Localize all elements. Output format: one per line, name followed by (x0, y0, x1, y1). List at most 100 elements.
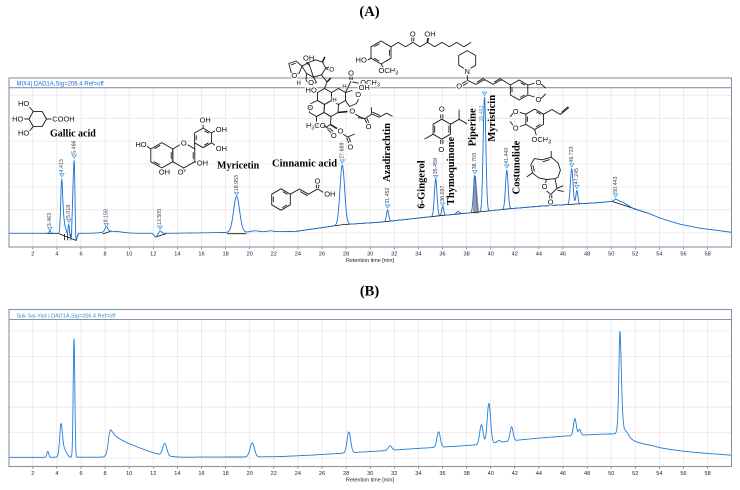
svg-text:OH: OH (159, 168, 170, 177)
svg-text:3.463: 3.463 (47, 213, 53, 226)
svg-text:H3CO: H3CO (306, 121, 326, 132)
svg-text:38: 38 (463, 471, 469, 477)
svg-text:58: 58 (704, 252, 710, 258)
svg-text:H: H (342, 84, 346, 90)
svg-text:O: O (548, 197, 554, 206)
svg-text:58: 58 (704, 471, 710, 477)
svg-text:40: 40 (488, 252, 494, 258)
svg-text:O: O (438, 145, 444, 154)
svg-text:54: 54 (656, 252, 662, 258)
svg-text:50.443: 50.443 (613, 177, 619, 193)
svg-text:O: O (513, 123, 519, 132)
svg-text:12: 12 (150, 471, 156, 477)
svg-text:N: N (464, 67, 469, 76)
svg-text:6: 6 (79, 252, 82, 258)
svg-text:O: O (349, 106, 355, 115)
svg-text:O: O (291, 71, 297, 80)
svg-text:39.493: 39.493 (479, 106, 485, 122)
svg-text:42: 42 (512, 252, 518, 258)
svg-text:47.245: 47.245 (574, 168, 580, 184)
svg-text:4: 4 (55, 252, 58, 258)
svg-text:34: 34 (415, 252, 421, 258)
svg-text:22: 22 (271, 471, 277, 477)
svg-text:30: 30 (367, 252, 373, 258)
svg-text:38: 38 (463, 252, 469, 258)
svg-text:50: 50 (608, 252, 614, 258)
svg-text:Suk Sai-Yad | DAD1A,Sig=206.4: Suk Sai-Yad | DAD1A,Sig=206.4 Ref=off (17, 314, 116, 320)
svg-text:Piperine: Piperine (468, 108, 479, 146)
svg-text:46: 46 (560, 252, 566, 258)
svg-text:Costunolide: Costunolide (512, 140, 523, 194)
svg-text:(A): (A) (359, 4, 379, 20)
svg-text:48: 48 (584, 252, 590, 258)
svg-text:Azadirachtin: Azadirachtin (382, 123, 393, 182)
svg-text:O: O (410, 29, 416, 38)
svg-text:20: 20 (247, 471, 253, 477)
svg-text:OH: OH (359, 83, 370, 92)
svg-text:16: 16 (198, 471, 204, 477)
svg-text:36: 36 (439, 252, 445, 258)
svg-text:4: 4 (55, 471, 58, 477)
svg-text:50: 50 (608, 471, 614, 477)
svg-text:54: 54 (656, 471, 662, 477)
svg-text:O: O (315, 176, 321, 185)
svg-text:42: 42 (512, 471, 518, 477)
svg-text:10: 10 (126, 471, 132, 477)
svg-text:32: 32 (391, 252, 397, 258)
svg-text:OH: OH (200, 116, 211, 125)
svg-text:18.953: 18.953 (234, 175, 240, 191)
svg-text:56: 56 (680, 252, 686, 258)
svg-text:OCH3: OCH3 (379, 66, 399, 77)
svg-text:18: 18 (222, 252, 228, 258)
svg-text:O: O (329, 66, 334, 73)
svg-text:10: 10 (126, 252, 132, 258)
svg-text:OCH3: OCH3 (360, 78, 380, 89)
svg-text:8: 8 (104, 471, 107, 477)
svg-text:30: 30 (367, 471, 373, 477)
svg-text:O: O (355, 90, 361, 99)
svg-text:O: O (456, 82, 462, 91)
svg-text:O: O (542, 182, 548, 191)
svg-text:(B): (B) (360, 283, 380, 299)
svg-text:52: 52 (632, 252, 638, 258)
svg-text:44: 44 (536, 471, 542, 477)
svg-text:44: 44 (536, 252, 542, 258)
svg-text:HO: HO (356, 55, 367, 64)
svg-text:16: 16 (198, 252, 204, 258)
svg-text:8: 8 (104, 252, 107, 258)
svg-text:Thymoquinone: Thymoquinone (446, 137, 457, 206)
svg-text:56: 56 (680, 471, 686, 477)
svg-text:O: O (178, 168, 184, 177)
svg-text:O: O (331, 131, 337, 140)
svg-text:36: 36 (439, 471, 445, 477)
svg-text:O: O (348, 69, 354, 78)
svg-text:38.703: 38.703 (472, 153, 478, 169)
svg-text:O: O (513, 107, 519, 116)
svg-text:34: 34 (415, 471, 421, 477)
svg-text:36.037: 36.037 (440, 186, 446, 202)
svg-text:O: O (535, 78, 541, 87)
svg-text:2: 2 (31, 471, 34, 477)
svg-text:24: 24 (295, 252, 301, 258)
svg-text:2: 2 (31, 252, 34, 258)
svg-text:O: O (366, 122, 372, 131)
svg-text:OH: OH (216, 144, 227, 153)
svg-text:28: 28 (343, 252, 349, 258)
svg-text:46: 46 (560, 471, 566, 477)
svg-text:HO: HO (18, 128, 29, 137)
svg-text:20: 20 (247, 252, 253, 258)
svg-text:OH: OH (303, 54, 314, 63)
svg-text:28: 28 (343, 471, 349, 477)
svg-text:OH: OH (424, 30, 435, 39)
svg-text:OH: OH (324, 190, 335, 199)
svg-text:Gallic acid: Gallic acid (50, 128, 96, 139)
svg-text:MIX4| DAD1A,Sig=206.4 Ref=off: MIX4| DAD1A,Sig=206.4 Ref=off (17, 81, 104, 87)
svg-text:48: 48 (584, 471, 590, 477)
svg-text:35.459: 35.459 (433, 158, 439, 174)
svg-text:Myristicin: Myristicin (487, 95, 498, 142)
svg-text:40: 40 (488, 471, 494, 477)
svg-text:Retention time [min]: Retention time [min] (346, 258, 394, 264)
svg-text:COOH: COOH (52, 115, 74, 124)
svg-text:12: 12 (150, 252, 156, 258)
svg-text:5.466: 5.466 (71, 140, 77, 153)
